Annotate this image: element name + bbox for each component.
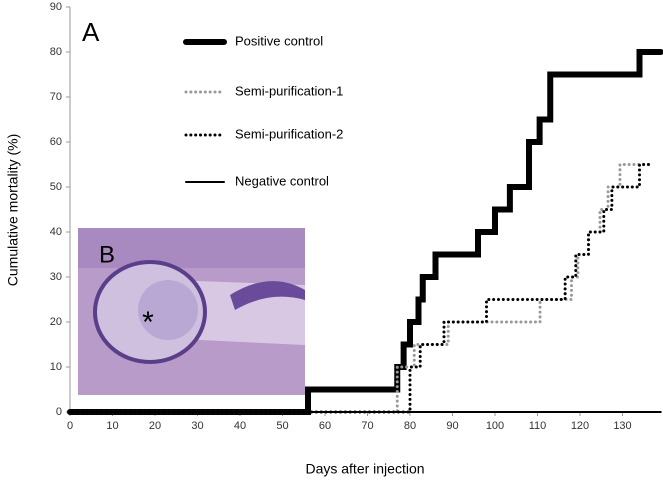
series-line [68, 163, 654, 414]
inset-cyst-core [138, 280, 198, 340]
inset-band [78, 228, 305, 268]
y-tick-label: 20 [50, 316, 62, 328]
y-tick-label: 70 [50, 91, 62, 103]
y-tick-label: 0 [56, 406, 62, 418]
series-line [68, 163, 654, 414]
inset-marker: * [142, 306, 154, 339]
legend-label: Semi-purification-1 [235, 83, 343, 98]
legend-label: Semi-purification-2 [235, 126, 343, 141]
x-tick-label: 60 [319, 420, 331, 432]
x-tick-label: 70 [361, 420, 373, 432]
y-axis-label: Cumulative mortality (%) [5, 134, 21, 286]
y-tick-label: 90 [50, 1, 62, 13]
legend-label: Negative control [235, 173, 329, 188]
legend-label: Positive control [235, 33, 323, 48]
y-tick-label: 30 [50, 271, 62, 283]
y-tick-label: 40 [50, 226, 62, 238]
x-tick-label: 110 [529, 420, 547, 432]
x-tick-label: 130 [613, 420, 631, 432]
x-tick-label: 50 [276, 420, 288, 432]
y-tick-label: 60 [50, 136, 62, 148]
panel-label: A [82, 17, 100, 47]
x-tick-label: 30 [191, 420, 203, 432]
y-tick-label: 10 [50, 361, 62, 373]
x-tick-label: 100 [486, 420, 504, 432]
x-tick-label: 120 [571, 420, 589, 432]
inset-tissue-dark [230, 281, 305, 310]
x-tick-label: 0 [67, 420, 73, 432]
x-axis-label: Days after injection [305, 461, 424, 477]
x-tick-label: 10 [106, 420, 118, 432]
x-tick-label: 20 [149, 420, 161, 432]
y-tick-label: 80 [50, 46, 62, 58]
y-tick-label: 50 [50, 181, 62, 193]
x-tick-label: 80 [404, 420, 416, 432]
x-tick-label: 40 [234, 420, 246, 432]
inset-image: B * [78, 228, 305, 395]
x-tick-label: 90 [446, 420, 458, 432]
inset-label: B [99, 241, 115, 268]
